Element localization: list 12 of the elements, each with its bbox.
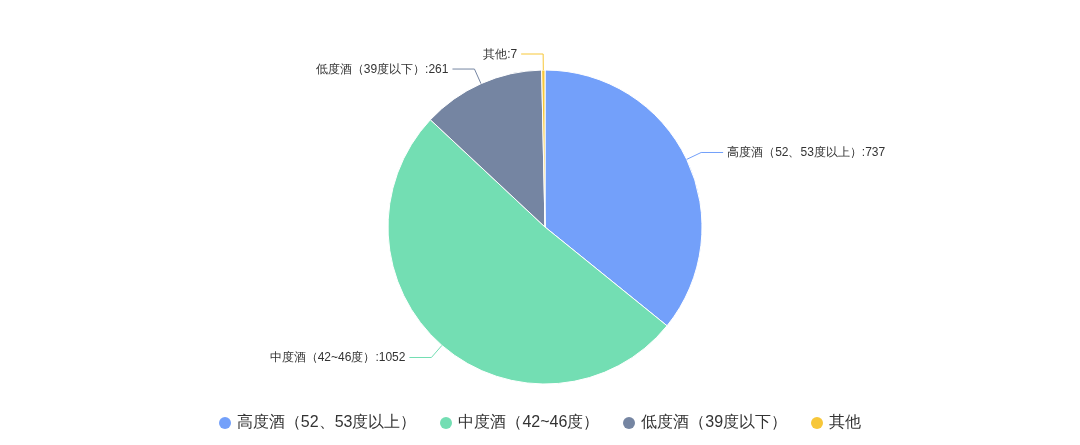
slice-label: 高度酒（52、53度以上） (727, 145, 862, 160)
slice-label: 中度酒（42~46度） (269, 350, 376, 365)
legend-label: 中度酒（42~46度） (458, 412, 600, 432)
slice-label: 低度酒（39度以下） (315, 62, 426, 77)
data-label: :1052 (375, 350, 406, 365)
legend-label: 其他 (829, 412, 862, 432)
data-label: :7 (507, 47, 518, 62)
data-label: :737 (861, 145, 886, 160)
slice-label: 其他 (483, 47, 508, 62)
data-label: :261 (425, 62, 449, 77)
legend-label: 低度酒（39度以下） (641, 412, 788, 432)
legend-label: 高度酒（52、53度以上） (236, 412, 417, 432)
